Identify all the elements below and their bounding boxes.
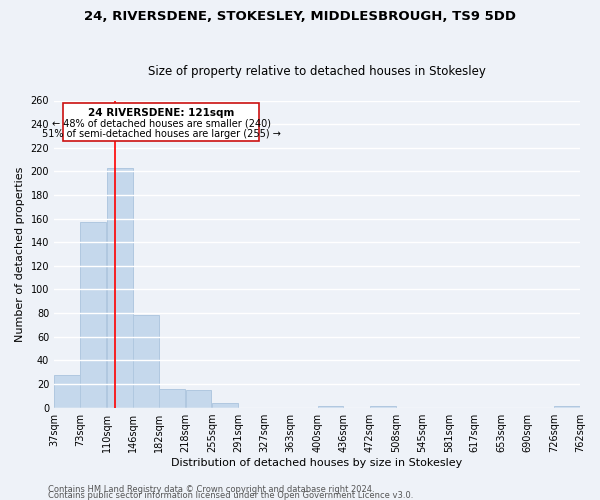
Text: 24, RIVERSDENE, STOKESLEY, MIDDLESBROUGH, TS9 5DD: 24, RIVERSDENE, STOKESLEY, MIDDLESBROUGH… bbox=[84, 10, 516, 23]
Bar bbox=[133, 316, 159, 408]
FancyBboxPatch shape bbox=[64, 103, 259, 141]
Text: Contains public sector information licensed under the Open Government Licence v3: Contains public sector information licen… bbox=[48, 490, 413, 500]
Text: Contains HM Land Registry data © Crown copyright and database right 2024.: Contains HM Land Registry data © Crown c… bbox=[48, 485, 374, 494]
Text: 24 RIVERSDENE: 121sqm: 24 RIVERSDENE: 121sqm bbox=[88, 108, 235, 118]
Bar bbox=[370, 406, 395, 408]
X-axis label: Distribution of detached houses by size in Stokesley: Distribution of detached houses by size … bbox=[172, 458, 463, 468]
Bar bbox=[54, 374, 80, 408]
Bar bbox=[107, 168, 133, 408]
Bar bbox=[185, 390, 211, 407]
Bar bbox=[80, 222, 106, 408]
Bar bbox=[554, 406, 580, 408]
Bar bbox=[212, 403, 238, 407]
Text: ← 48% of detached houses are smaller (240): ← 48% of detached houses are smaller (24… bbox=[52, 118, 271, 128]
Bar bbox=[317, 406, 343, 408]
Bar bbox=[160, 388, 185, 407]
Text: 51% of semi-detached houses are larger (255) →: 51% of semi-detached houses are larger (… bbox=[42, 129, 281, 139]
Title: Size of property relative to detached houses in Stokesley: Size of property relative to detached ho… bbox=[148, 66, 486, 78]
Y-axis label: Number of detached properties: Number of detached properties bbox=[15, 166, 25, 342]
